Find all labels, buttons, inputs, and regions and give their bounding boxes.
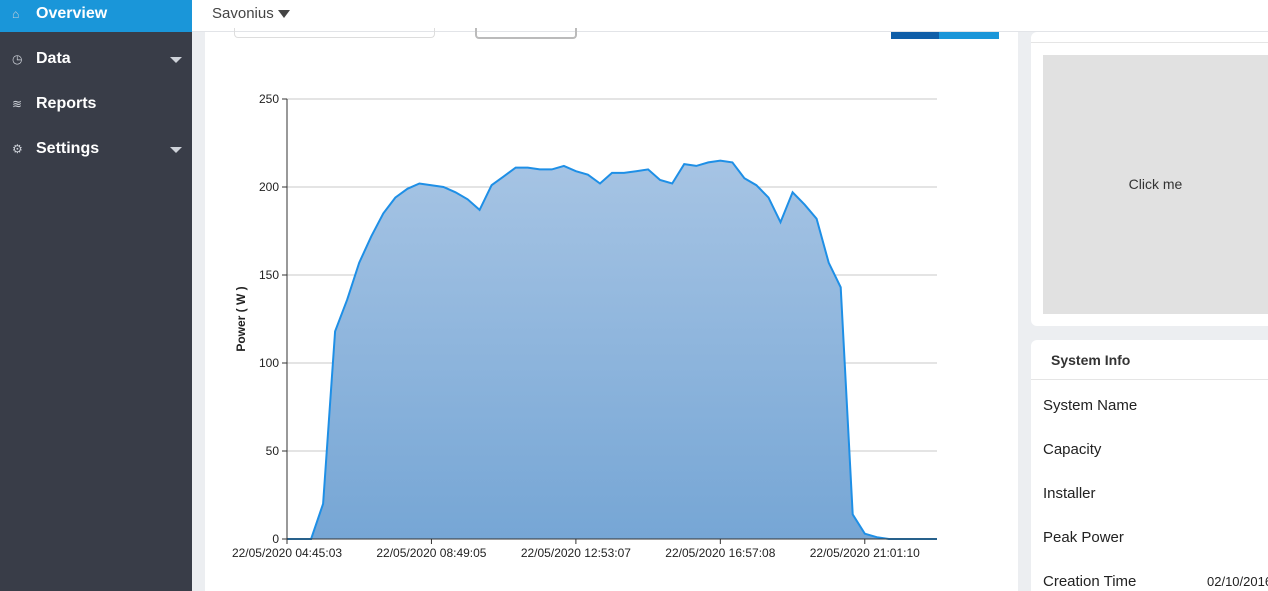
area-fill — [287, 160, 937, 539]
site-caret[interactable] — [278, 10, 290, 18]
nav-data[interactable]: ◷ Data — [0, 41, 192, 77]
sidebar: ⌂ Overview ◷ Data ≋ Reports ⚙ Settings — [0, 0, 192, 591]
info-value: 02/10/2016 — [1207, 574, 1268, 589]
nav-label: Data — [36, 50, 71, 67]
card-title: System Info — [1051, 352, 1131, 368]
click-button[interactable]: Click me — [1043, 55, 1268, 314]
info-label: Capacity — [1043, 441, 1102, 458]
nav-overview[interactable]: ⌂ Overview — [0, 0, 192, 32]
button[interactable] — [891, 32, 939, 39]
chart-panel: Power ( W ) 0 50 100 150 200 250 22/05/2020 04… — [205, 28, 1018, 591]
input[interactable] — [234, 28, 435, 38]
nav-reports[interactable]: ≋ Reports — [12, 95, 97, 112]
x-tick-label: 22/05/2020 08:49:05 — [376, 546, 486, 560]
system-info-card: System Info System Name Capacity Install… — [1031, 340, 1268, 591]
area-line — [287, 159, 937, 540]
y-tick-label: 0 — [272, 532, 279, 546]
nav-label: Reports — [36, 95, 97, 112]
y-axis-label: Power ( W ) — [234, 286, 248, 351]
info-label: Peak Power — [1043, 529, 1124, 546]
info-label: Creation Time — [1043, 573, 1137, 590]
x-tick-label: 22/05/2020 16:57:08 — [665, 546, 775, 560]
x-tick-label: 22/05/2020 12:53:07 — [521, 546, 631, 560]
y-tick-label: 100 — [259, 356, 279, 370]
y-tick-label: 150 — [259, 268, 279, 282]
side-card: Click me — [1031, 32, 1268, 326]
x-tick-label: 22/05/2020 04:45:03 — [232, 546, 342, 560]
site-selector[interactable]: Savonius — [212, 5, 274, 22]
button[interactable] — [475, 28, 577, 39]
y-tick-label: 50 — [266, 444, 280, 458]
button[interactable] — [939, 32, 999, 39]
x-tick-label: 22/05/2020 21:01:10 — [810, 546, 920, 560]
nav-label: Overview — [36, 5, 108, 22]
info-label: System Name — [1043, 397, 1138, 414]
chart: Power ( W ) 0 50 100 150 200 250 22/05/2020 04… — [232, 92, 937, 560]
nav-settings[interactable]: ⚙ Settings — [0, 131, 192, 167]
y-tick-label: 200 — [259, 180, 279, 194]
nav-label: Settings — [36, 140, 100, 157]
info-label: Installer — [1043, 485, 1096, 502]
y-tick-label: 250 — [259, 92, 279, 106]
topbar: Savonius — [192, 0, 1268, 32]
